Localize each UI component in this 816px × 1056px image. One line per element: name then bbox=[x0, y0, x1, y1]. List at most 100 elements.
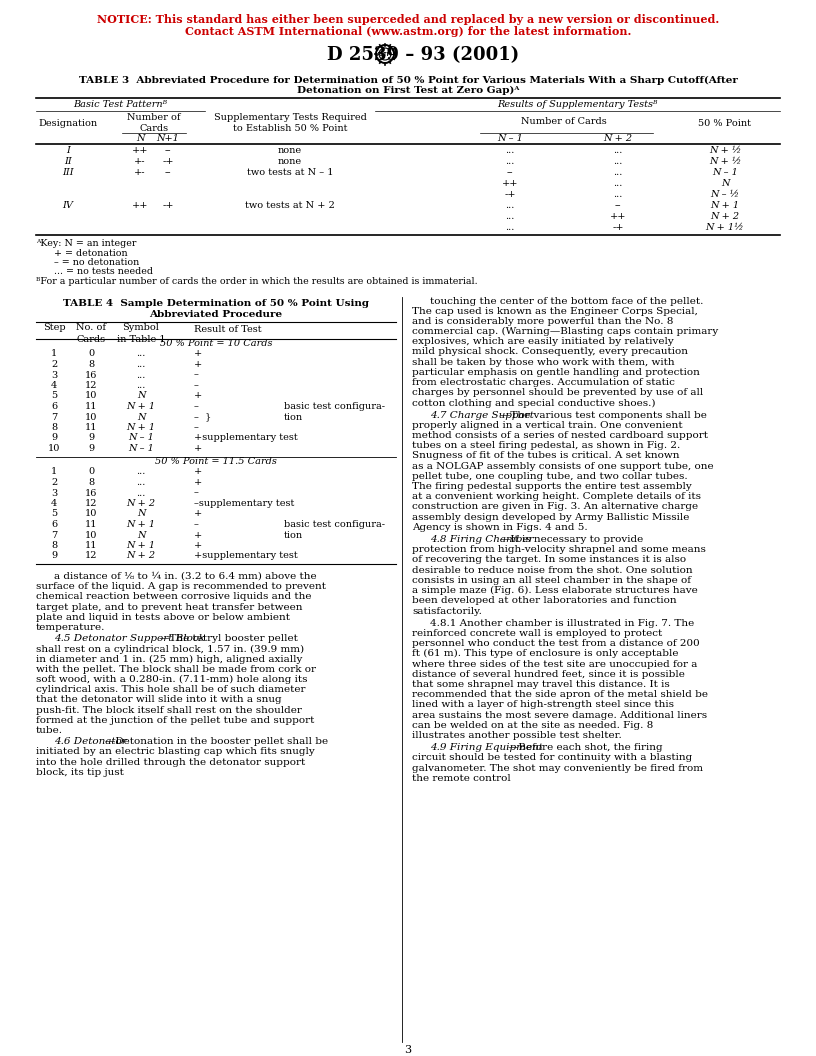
Text: push-fit. The block itself shall rest on the shoulder: push-fit. The block itself shall rest on… bbox=[36, 705, 302, 715]
Text: –supplementary test: –supplementary test bbox=[194, 499, 295, 508]
Text: Symbol
in Table 1: Symbol in Table 1 bbox=[117, 323, 166, 343]
Text: 4.9 Firing Equipment: 4.9 Firing Equipment bbox=[430, 743, 543, 752]
Text: plate and liquid in tests above or below ambient: plate and liquid in tests above or below… bbox=[36, 612, 290, 622]
Text: 11: 11 bbox=[85, 520, 97, 529]
Text: ᴬKey: N = an integer: ᴬKey: N = an integer bbox=[36, 239, 136, 248]
Text: N + 2: N + 2 bbox=[604, 134, 632, 143]
Text: in diameter and 1 in. (25 mm) high, aligned axially: in diameter and 1 in. (25 mm) high, alig… bbox=[36, 655, 303, 664]
Text: N – 1: N – 1 bbox=[128, 444, 154, 453]
Text: shall rest on a cylindrical block, 1.57 in. (39.9 mm): shall rest on a cylindrical block, 1.57 … bbox=[36, 644, 304, 654]
Text: N – 1: N – 1 bbox=[712, 168, 738, 177]
Text: reinforced concrete wall is employed to protect: reinforced concrete wall is employed to … bbox=[412, 629, 663, 638]
Text: 11: 11 bbox=[85, 423, 97, 432]
Text: N: N bbox=[721, 180, 730, 188]
Text: Supplementary Tests Required
to Establish 50 % Point: Supplementary Tests Required to Establis… bbox=[214, 113, 366, 133]
Text: 4: 4 bbox=[51, 381, 57, 390]
Text: a distance of ⅛ to ¼ in. (3.2 to 6.4 mm) above the: a distance of ⅛ to ¼ in. (3.2 to 6.4 mm)… bbox=[54, 572, 317, 581]
Text: formed at the junction of the pellet tube and support: formed at the junction of the pellet tub… bbox=[36, 716, 314, 724]
Text: ...: ... bbox=[136, 381, 146, 390]
Text: 4.8 Firing Chamber: 4.8 Firing Chamber bbox=[430, 535, 534, 544]
Text: that the detonator will slide into it with a snug: that the detonator will slide into it wi… bbox=[36, 696, 282, 704]
Text: +: + bbox=[194, 541, 202, 550]
Text: ...: ... bbox=[614, 168, 623, 177]
Text: basic test configura-: basic test configura- bbox=[284, 402, 385, 411]
Text: 6: 6 bbox=[51, 520, 57, 529]
Text: with the pellet. The block shall be made from cork or: with the pellet. The block shall be made… bbox=[36, 665, 316, 674]
Text: Result of Test: Result of Test bbox=[194, 325, 262, 335]
Text: of recovering the target. In some instances it is also: of recovering the target. In some instan… bbox=[412, 555, 686, 565]
Text: N: N bbox=[135, 134, 144, 143]
Text: 3: 3 bbox=[405, 1045, 411, 1055]
Text: Results of Supplementary Testsᴮ: Results of Supplementary Testsᴮ bbox=[497, 100, 658, 109]
Text: 12: 12 bbox=[85, 499, 97, 508]
Text: N + 1: N + 1 bbox=[711, 201, 739, 210]
Text: 8: 8 bbox=[51, 541, 57, 550]
Text: 4: 4 bbox=[51, 499, 57, 508]
Text: 16: 16 bbox=[85, 489, 97, 497]
Text: initiated by an electric blasting cap which fits snugly: initiated by an electric blasting cap wh… bbox=[36, 748, 315, 756]
Text: II: II bbox=[64, 157, 72, 166]
Text: The firing pedestal supports the entire test assembly: The firing pedestal supports the entire … bbox=[412, 483, 692, 491]
Text: block, its tip just: block, its tip just bbox=[36, 768, 124, 777]
Text: Designation: Designation bbox=[38, 119, 98, 128]
Text: N + 1: N + 1 bbox=[126, 402, 156, 411]
Text: 2: 2 bbox=[51, 478, 57, 487]
Text: —Detonation in the booster pellet shall be: —Detonation in the booster pellet shall … bbox=[104, 737, 328, 747]
Text: —The various test components shall be: —The various test components shall be bbox=[500, 411, 707, 419]
Text: N + 2: N + 2 bbox=[126, 499, 156, 508]
Text: mild physical shock. Consequently, every precaution: mild physical shock. Consequently, every… bbox=[412, 347, 688, 357]
Text: from electrostatic charges. Accumulation of static: from electrostatic charges. Accumulation… bbox=[412, 378, 675, 388]
Text: tion: tion bbox=[284, 530, 303, 540]
Text: ...: ... bbox=[136, 360, 146, 369]
Text: 16: 16 bbox=[85, 371, 97, 379]
Text: 7: 7 bbox=[51, 413, 57, 421]
Text: +: + bbox=[194, 444, 202, 453]
Text: commercial cap. (Warning—Blasting caps contain primary: commercial cap. (Warning—Blasting caps c… bbox=[412, 327, 718, 336]
Text: desirable to reduce noise from the shot. One solution: desirable to reduce noise from the shot.… bbox=[412, 566, 693, 574]
Text: ...: ... bbox=[614, 190, 623, 199]
Text: N – 1: N – 1 bbox=[497, 134, 523, 143]
Text: the remote control: the remote control bbox=[412, 774, 511, 782]
Text: particular emphasis on gentle handling and protection: particular emphasis on gentle handling a… bbox=[412, 367, 700, 377]
Text: +supplementary test: +supplementary test bbox=[194, 434, 298, 442]
Text: ᴮFor a particular number of cards the order in which the results are obtained is: ᴮFor a particular number of cards the or… bbox=[36, 277, 477, 286]
Text: ++: ++ bbox=[610, 212, 626, 221]
Text: N+1: N+1 bbox=[157, 134, 180, 143]
Text: –  }: – } bbox=[194, 413, 211, 421]
Text: tubes on a steel firing pedestal, as shown in Fig. 2.: tubes on a steel firing pedestal, as sho… bbox=[412, 441, 681, 450]
Text: none: none bbox=[278, 146, 302, 155]
Text: that some shrapnel may travel this distance. It is: that some shrapnel may travel this dista… bbox=[412, 680, 670, 689]
Text: ...: ... bbox=[505, 146, 515, 155]
Text: 5: 5 bbox=[51, 509, 57, 518]
Text: 8: 8 bbox=[88, 360, 94, 369]
Text: ...: ... bbox=[505, 201, 515, 210]
Text: protection from high-velocity shrapnel and some means: protection from high-velocity shrapnel a… bbox=[412, 545, 706, 554]
Text: ...: ... bbox=[136, 371, 146, 379]
Text: 2: 2 bbox=[51, 360, 57, 369]
Text: ++: ++ bbox=[502, 180, 518, 188]
Text: 6: 6 bbox=[51, 402, 57, 411]
Text: 4.7 Charge Support: 4.7 Charge Support bbox=[430, 411, 534, 419]
Text: personnel who conduct the test from a distance of 200: personnel who conduct the test from a di… bbox=[412, 639, 700, 648]
Text: N: N bbox=[137, 392, 145, 400]
Text: + = detonation: + = detonation bbox=[36, 248, 127, 258]
Text: –: – bbox=[194, 520, 199, 529]
Text: ...: ... bbox=[614, 180, 623, 188]
Text: ... = no tests needed: ... = no tests needed bbox=[36, 267, 153, 277]
Text: --: -- bbox=[614, 201, 621, 210]
Text: I: I bbox=[66, 146, 70, 155]
Text: cotton clothing and special conductive shoes.): cotton clothing and special conductive s… bbox=[412, 398, 655, 408]
Text: +: + bbox=[194, 530, 202, 540]
Text: 11: 11 bbox=[85, 402, 97, 411]
Text: ...: ... bbox=[136, 350, 146, 358]
Text: ++: ++ bbox=[131, 146, 149, 155]
Text: circuit should be tested for continuity with a blasting: circuit should be tested for continuity … bbox=[412, 753, 692, 762]
Text: satisfactorily.: satisfactorily. bbox=[412, 606, 482, 616]
Text: NOTICE: This standard has either been superceded and replaced by a new version o: NOTICE: This standard has either been su… bbox=[97, 14, 719, 25]
Text: +: + bbox=[194, 392, 202, 400]
Text: ...: ... bbox=[136, 489, 146, 497]
Text: N + 1: N + 1 bbox=[126, 541, 156, 550]
Text: N + 1: N + 1 bbox=[126, 520, 156, 529]
Text: 12: 12 bbox=[85, 551, 97, 561]
Text: ...: ... bbox=[614, 146, 623, 155]
